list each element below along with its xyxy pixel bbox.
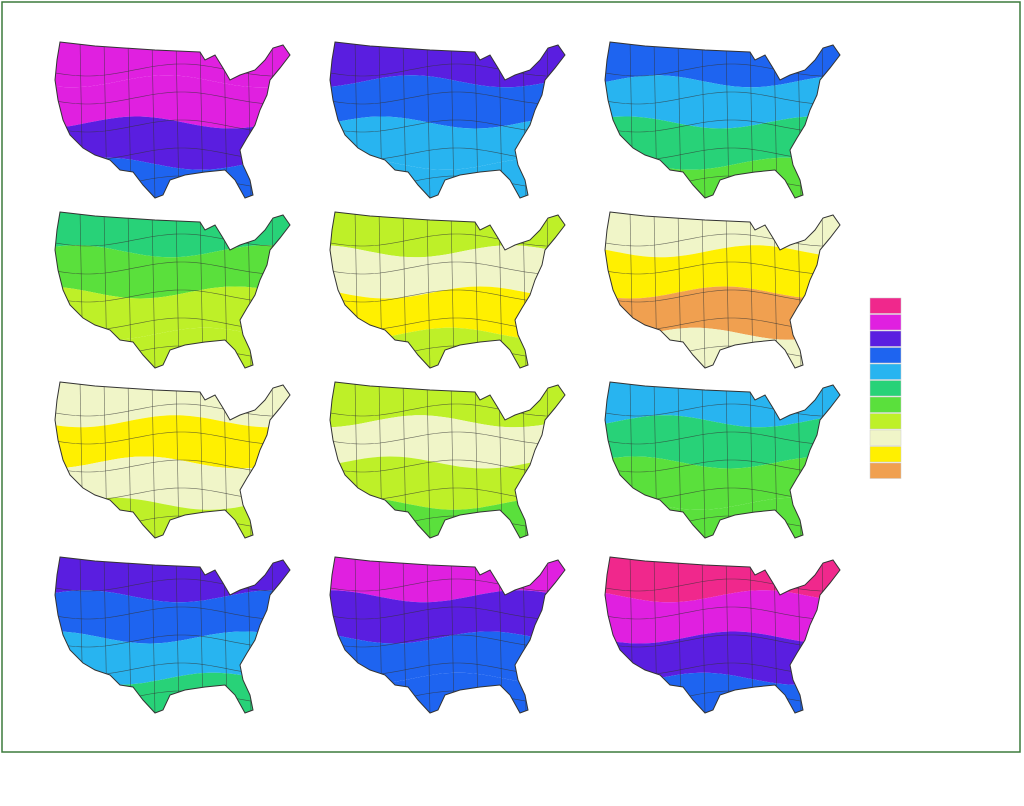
state-line: [605, 606, 840, 620]
us-map: [54, 381, 291, 539]
climate-band: [605, 75, 840, 129]
us-map: [329, 211, 566, 369]
map-fill: [330, 212, 565, 368]
climate-band: [330, 286, 565, 340]
legend-swatch: [869, 429, 902, 446]
climate-band: [605, 286, 840, 340]
map-fill: [330, 382, 565, 538]
climate-band: [55, 327, 290, 368]
climate-band: [605, 245, 840, 299]
us-map: [54, 556, 291, 714]
climate-band: [330, 672, 565, 713]
state-line: [55, 403, 290, 417]
map-fill: [605, 212, 840, 368]
us-map: [54, 211, 291, 369]
frame: [1, 1, 1021, 753]
map-fill: [55, 557, 290, 713]
legend: [869, 297, 902, 479]
climate-band: [55, 116, 290, 170]
state-line: [55, 233, 290, 247]
state-line: [605, 403, 840, 417]
climate-band: [330, 75, 565, 129]
climate-band: [605, 415, 840, 469]
legend-swatch: [869, 462, 902, 479]
state-line: [605, 233, 840, 247]
climate-band: [55, 415, 290, 469]
state-line: [330, 91, 565, 105]
climate-band: [55, 672, 290, 713]
climate-band: [605, 116, 840, 170]
climate-band: [330, 456, 565, 510]
climate-band: [330, 590, 565, 644]
state-line: [330, 578, 565, 592]
legend-swatch: [869, 380, 902, 397]
climate-band: [330, 631, 565, 685]
state-line: [330, 403, 565, 417]
us-map: [329, 41, 566, 199]
us-map: [604, 41, 841, 199]
map-fill: [55, 42, 290, 198]
climate-band: [330, 245, 565, 299]
us-map: [604, 211, 841, 369]
state-line: [330, 431, 565, 445]
climate-band: [330, 415, 565, 469]
climate-band: [55, 631, 290, 685]
state-line: [55, 261, 290, 275]
climate-band: [605, 327, 840, 368]
legend-swatch: [869, 314, 902, 331]
state-line: [330, 63, 565, 77]
us-map: [54, 41, 291, 199]
map-fill: [55, 212, 290, 368]
us-map: [604, 381, 841, 539]
state-line: [55, 431, 290, 445]
legend-swatch: [869, 330, 902, 347]
map-fill: [330, 42, 565, 198]
legend-swatch: [869, 363, 902, 380]
state-line: [605, 63, 840, 77]
us-map: [329, 381, 566, 539]
map-fill: [605, 42, 840, 198]
state-line: [55, 63, 290, 77]
us-map: [604, 556, 841, 714]
climate-band: [605, 456, 840, 510]
map-fill: [605, 382, 840, 538]
state-line: [605, 431, 840, 445]
climate-band: [55, 456, 290, 510]
climate-band: [55, 497, 290, 538]
climate-band: [605, 631, 840, 685]
map-fill: [330, 557, 565, 713]
climate-band: [55, 75, 290, 129]
state-line: [55, 606, 290, 620]
climate-band: [330, 116, 565, 170]
state-line: [605, 578, 840, 592]
state-line: [330, 606, 565, 620]
legend-swatch: [869, 413, 902, 430]
legend-swatch: [869, 396, 902, 413]
state-line: [605, 261, 840, 275]
state-line: [55, 91, 290, 105]
legend-swatch: [869, 347, 902, 364]
climate-band: [55, 245, 290, 299]
legend-swatch: [869, 446, 902, 463]
climate-band: [55, 286, 290, 340]
climate-band: [605, 557, 840, 603]
state-line: [55, 578, 290, 592]
map-fill: [605, 557, 840, 713]
state-line: [605, 91, 840, 105]
climate-band: [605, 672, 840, 713]
state-line: [330, 261, 565, 275]
legend-swatch: [869, 297, 902, 314]
map-fill: [55, 382, 290, 538]
climate-band: [55, 590, 290, 644]
us-map: [329, 556, 566, 714]
state-line: [330, 233, 565, 247]
climate-band: [330, 327, 565, 368]
climate-band: [605, 590, 840, 644]
climate-band: [330, 42, 565, 88]
